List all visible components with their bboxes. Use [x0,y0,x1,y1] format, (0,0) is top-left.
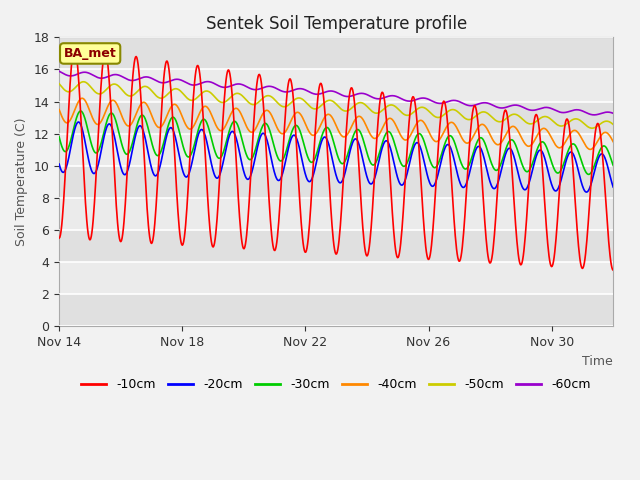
Bar [59,166,613,198]
Bar [59,70,613,102]
Bar [59,37,613,70]
Bar [59,230,613,262]
Bar [59,102,613,134]
X-axis label: Time: Time [582,355,613,368]
Text: BA_met: BA_met [64,47,116,60]
Legend: -10cm, -20cm, -30cm, -40cm, -50cm, -60cm: -10cm, -20cm, -30cm, -40cm, -50cm, -60cm [76,373,596,396]
Bar [59,262,613,294]
Title: Sentek Soil Temperature profile: Sentek Soil Temperature profile [205,15,467,33]
Bar [59,134,613,166]
Bar [59,198,613,230]
Bar [59,294,613,326]
Y-axis label: Soil Temperature (C): Soil Temperature (C) [15,118,28,246]
